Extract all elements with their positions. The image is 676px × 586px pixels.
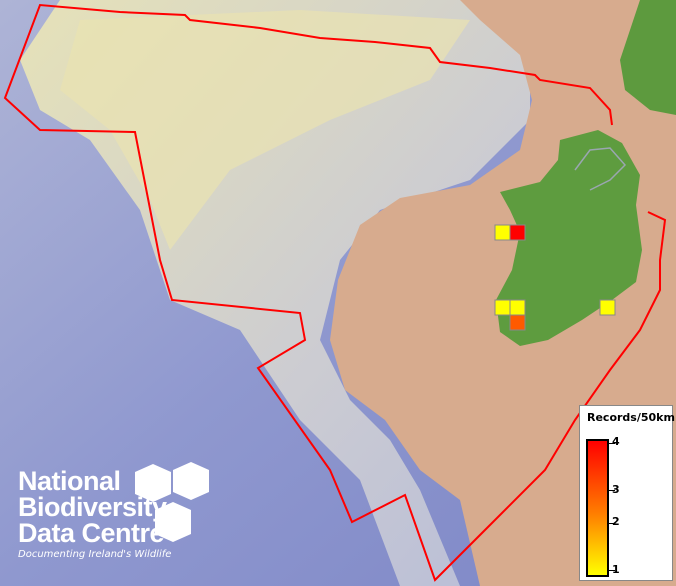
record-cell[interactable] <box>509 224 526 241</box>
legend: Records/50km 4 3 2 1 <box>579 405 675 581</box>
legend-label-2: 2 <box>612 515 620 528</box>
record-cell[interactable] <box>509 314 526 331</box>
nbdc-logo: National Biodiversity Data Centre Docume… <box>18 462 209 560</box>
legend-tick <box>609 523 615 524</box>
shallow-bank <box>60 10 470 250</box>
record-cell[interactable] <box>494 299 511 316</box>
ireland-land <box>496 130 642 346</box>
logo-tagline: Documenting Ireland's Wildlife <box>18 549 172 560</box>
record-cell[interactable] <box>509 299 526 316</box>
scotland-land <box>620 0 676 115</box>
legend-label-3: 3 <box>612 483 620 496</box>
logo-line-2: Biodiversity <box>18 492 167 522</box>
legend-label-4: 4 <box>612 435 620 448</box>
legend-tick <box>609 570 615 571</box>
legend-tick <box>609 443 615 444</box>
legend-tick <box>609 490 615 491</box>
northern-ireland-border <box>574 147 627 191</box>
legend-color-bar <box>586 439 609 577</box>
logo-line-1: National <box>18 466 121 496</box>
record-cell[interactable] <box>494 224 511 241</box>
logo-line-3: Data Centre <box>18 518 165 548</box>
logo-hexagons-icon <box>135 462 209 542</box>
legend-title: Records/50km <box>587 411 675 424</box>
legend-label-1: 1 <box>612 563 620 576</box>
record-cell[interactable] <box>599 299 616 316</box>
